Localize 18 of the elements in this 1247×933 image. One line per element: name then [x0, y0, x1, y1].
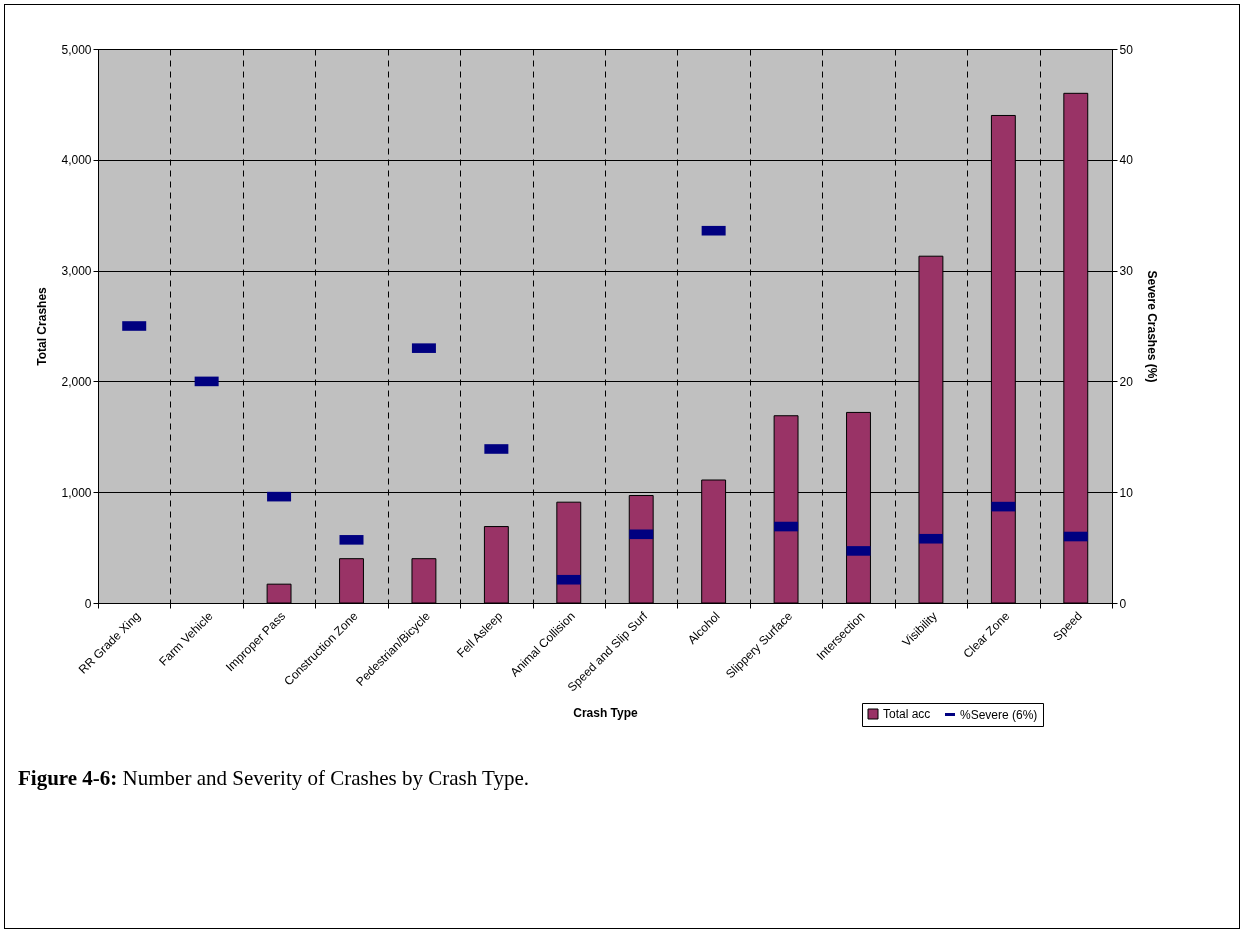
x-axis-title: Crash Type	[573, 705, 639, 720]
y2-tick-label: 10	[1119, 485, 1134, 500]
y2-axis-title: Severe Crashes (%)	[1144, 270, 1159, 383]
y-tick-label: 2,000	[61, 374, 92, 389]
y-tick-label: 3,000	[61, 264, 92, 279]
y-axis-title: Total Crashes	[35, 286, 50, 366]
y2-tick-label: 0	[1119, 596, 1127, 611]
y-tick-label: 1,000	[61, 485, 92, 500]
text: Figure 4-6: Number and Severity of Crashes by Crash Type.	[18, 766, 529, 791]
legend-label: %Severe (6%)	[960, 707, 1038, 722]
y2-tick-label: 40	[1119, 153, 1134, 168]
y-tick-label: 5,000	[61, 42, 92, 57]
y2-tick-label: 20	[1119, 374, 1134, 389]
legend-label: Total acc	[883, 707, 931, 721]
y2-tick-label: 30	[1119, 264, 1134, 279]
y2-tick-label: 50	[1119, 42, 1134, 57]
y-tick-label: 4,000	[61, 153, 92, 168]
y-tick-label: 0	[84, 596, 92, 611]
